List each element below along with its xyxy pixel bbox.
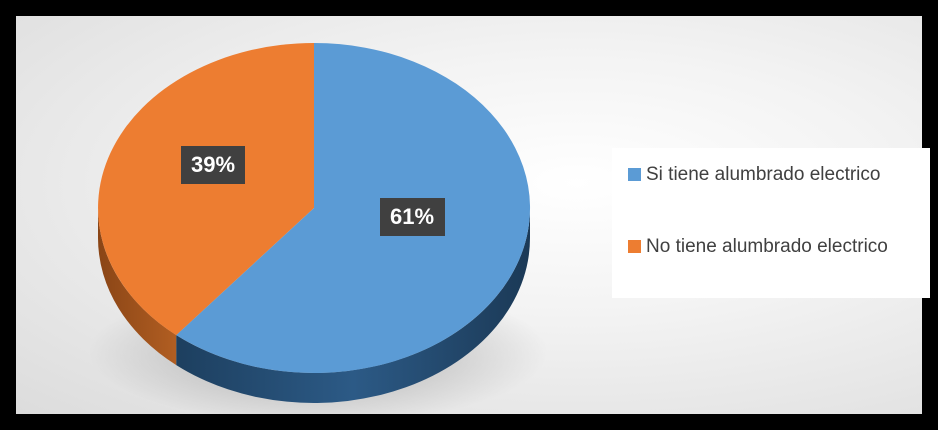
legend-swatch-no [628,240,641,253]
legend-item-si: Si tiene alumbrado electrico [628,162,931,188]
legend-label-si: Si tiene alumbrado electrico [646,164,881,185]
data-label-si: 61% [380,198,445,236]
pie-side-no [98,208,177,366]
data-label-no: 39% [181,146,245,184]
data-label-no-text: 39% [191,152,235,177]
legend-label-no: No tiene alumbrado electrico [646,236,888,257]
pie-side-si [176,208,531,403]
legend-swatch-si [628,168,641,181]
legend-item-no: No tiene alumbrado electrico [628,234,931,260]
data-label-si-text: 61% [390,204,434,229]
pie-slice-no-tiene-alumbrado [98,43,314,336]
legend: Si tiene alumbrado electrico No tiene al… [612,148,930,298]
pie-slice-si-tiene-alumbrado [176,42,531,373]
